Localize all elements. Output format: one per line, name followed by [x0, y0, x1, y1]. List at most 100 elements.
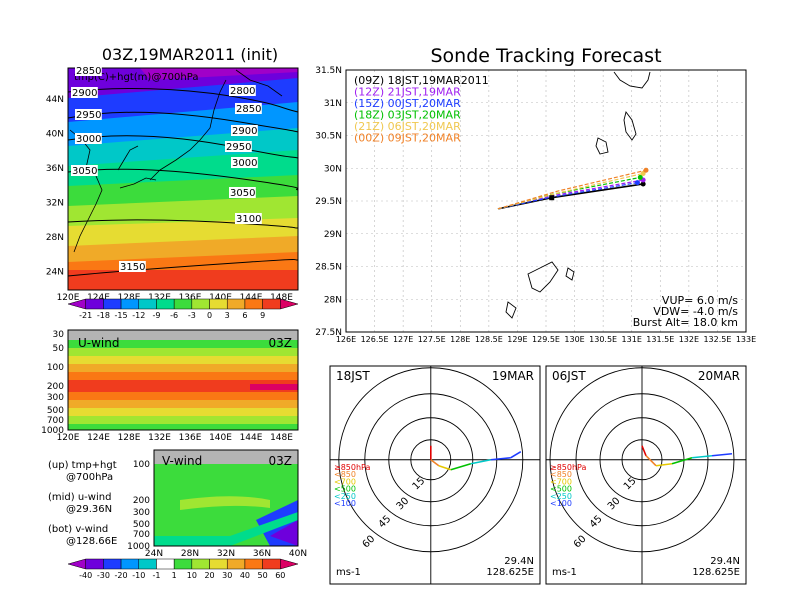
temperature-map [67, 68, 299, 290]
u-wind-lon-tick: 124E [87, 433, 110, 443]
wind-scale-swatch [85, 558, 104, 570]
temp-scale-label: -18 [97, 311, 110, 320]
tracking-annotation: VDW= -4.0 m/s [653, 305, 738, 318]
wind-scale-label: 10 [187, 571, 197, 580]
svg-text:@700hPa: @700hPa [66, 472, 113, 483]
map-lon-tick: 136E [179, 293, 202, 303]
hodograph-legend-entry: <100 [550, 499, 572, 508]
u-wind-pressure-tick: 30 [53, 330, 65, 340]
hodograph-lat: 29.4N [504, 556, 534, 567]
temp-scale-label: 0 [207, 311, 212, 320]
map-lon-tick: 120E [57, 293, 80, 303]
tracking-x-tick: 130.5E [589, 335, 617, 344]
u-wind-pressure-tick: 300 [47, 393, 64, 403]
u-wind-lon-tick: 148E [270, 433, 293, 443]
height-contour-label: 2950 [226, 142, 251, 153]
track-endpoint [640, 181, 646, 187]
left-map-title: 03Z,19MAR2011 (init) [102, 45, 278, 64]
temp-scale-label: -6 [170, 311, 178, 320]
u-wind-pressure-tick: 50 [53, 344, 65, 354]
u-wind-lon-tick: 136E [179, 433, 202, 443]
tracking-legend-entry: (00Z) 09JST,20MAR [354, 132, 461, 145]
temp-scale-swatch [244, 298, 263, 310]
wind-scale-label: -10 [132, 571, 145, 580]
v-wind-crosssection [154, 450, 298, 546]
temp-scale-label: -15 [115, 311, 128, 320]
hodograph-date-right: 20MAR [698, 369, 740, 383]
wind-scale-label: 50 [258, 571, 268, 580]
hodograph-date-right: 19MAR [492, 369, 534, 383]
temp-scale-swatch [103, 298, 122, 310]
tracking-x-tick: 126E [336, 335, 356, 344]
tracking-x-tick: 128.5E [475, 335, 503, 344]
height-contour-label: 3000 [76, 134, 101, 145]
wind-scale-swatch [191, 558, 210, 570]
temperature-color-scale: -21 -18 -15 -12 -9 -6 -3 0 3 6 9 [67, 298, 299, 320]
tracking-x-tick: 126.5E [361, 335, 389, 344]
hodograph-trace [655, 462, 673, 467]
tracking-x-tick: 132E [679, 335, 699, 344]
track-line [497, 169, 647, 210]
map-lat-tick: 44N [46, 95, 64, 105]
tracking-y-tick: 30N [324, 164, 342, 174]
wind-scale-swatch [244, 558, 263, 570]
tracking-x-tick: 130E [564, 335, 584, 344]
hodograph-trace [490, 456, 511, 461]
tracking-x-tick: 131.5E [646, 335, 674, 344]
hodograph-trace [430, 459, 440, 467]
hodograph-trace [691, 454, 713, 459]
wind-scale-swatch [120, 558, 140, 570]
hodograph-legend-entry: <700 [550, 477, 572, 486]
wind-scale-swatch [173, 558, 193, 570]
tracking-y-tick: 31.5N [315, 66, 342, 76]
tracking-legend-entry: (15Z) 00JST,20MAR [354, 97, 461, 110]
temp-scale-label: -12 [132, 311, 145, 320]
hodograph-legend-entry: <700 [334, 477, 356, 486]
hodograph-trace [510, 451, 522, 459]
hodograph-lon: 128.625E [692, 567, 740, 578]
wind-scale-label: 30 [222, 571, 232, 580]
v-wind-pressure-tick: 700 [133, 530, 150, 540]
temp-scale-swatch [226, 298, 246, 310]
wind-scale-swatch [156, 558, 175, 570]
u-wind-lon-tick: 120E [57, 433, 80, 443]
map-lon-tick: 140E [209, 293, 232, 303]
track-line [497, 172, 644, 210]
hodograph-trace [645, 455, 657, 467]
track-marker [549, 195, 555, 201]
temp-scale-swatch [138, 298, 157, 310]
svg-text:(bot) v-wind: (bot) v-wind [48, 524, 108, 535]
wind-scale-label: -40 [79, 571, 92, 580]
tracking-legend: (09Z) 18JST,19MAR2011(12Z) 21JST,19MAR(1… [354, 74, 489, 145]
u-wind-lon-tick: 132E [148, 433, 171, 443]
tracking-legend-entry: (18Z) 03JST,20MAR [354, 109, 461, 122]
temp-scale-swatch [85, 298, 104, 310]
hodograph-lat: 29.4N [710, 556, 740, 567]
tracking-lines [497, 167, 649, 210]
temp-scale-swatch [280, 298, 299, 310]
track-endpoint [640, 170, 646, 176]
tracking-x-tick: 129E [507, 335, 527, 344]
temp-scale-swatch [262, 298, 281, 310]
tracking-x-tick: 133E [736, 335, 756, 344]
v-wind-lat-tick: 32N [217, 549, 235, 559]
tracking-y-tick: 29.5N [315, 197, 342, 207]
wind-scale-label: -20 [115, 571, 128, 580]
hodograph-lon: 128.625E [486, 567, 534, 578]
tracking-coastlines [505, 71, 651, 319]
temp-scale-swatch [191, 298, 210, 310]
map-lat-tick: 28N [46, 233, 64, 243]
temp-scale-swatch [156, 298, 175, 310]
tracking-legend-entry: (09Z) 18JST,19MAR2011 [354, 74, 489, 87]
tracking-x-tick: 127E [393, 335, 413, 344]
u-wind-lon-ticks: 120E 124E 128E 132E 136E 140E 144E 148E [57, 433, 294, 443]
v-wind-lat-ticks: 24N 28N 32N 36N 40N [145, 549, 307, 559]
u-wind-pressure-tick: 500 [47, 406, 64, 416]
height-contour-label: 2900 [72, 88, 97, 99]
tracking-x-tick: 129.5E [532, 335, 560, 344]
temp-scale-swatch [120, 298, 140, 310]
v-wind-pressure-tick: 500 [133, 520, 150, 530]
